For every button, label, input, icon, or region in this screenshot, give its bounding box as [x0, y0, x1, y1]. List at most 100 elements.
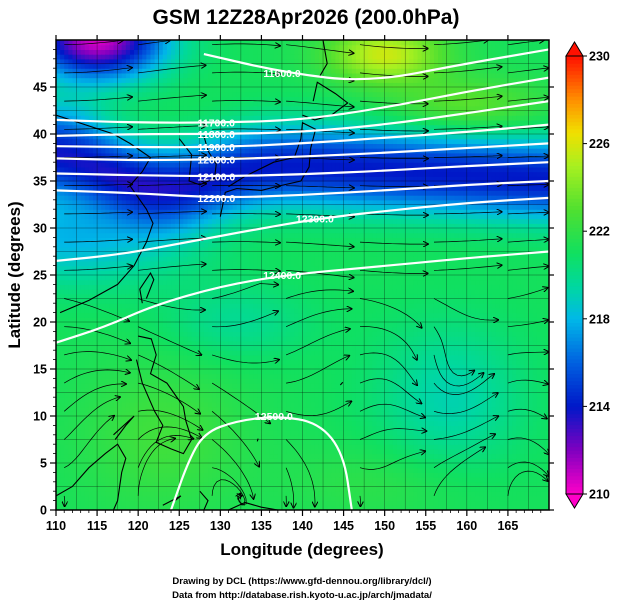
field-cell-3451 [195, 265, 201, 271]
field-cell-3578 [199, 138, 205, 144]
field-cell-1994 [134, 63, 139, 69]
field-cell-3041 [179, 312, 184, 318]
field-cell-337 [68, 331, 74, 337]
field-cell-2265 [146, 199, 152, 206]
field-cell-3792 [208, 72, 213, 79]
field-cell-1512 [117, 448, 123, 455]
field-cell-1278 [105, 138, 111, 144]
field-cell-380 [68, 129, 74, 135]
field-cell-4764 [249, 204, 254, 210]
field-cell-2653 [162, 256, 168, 262]
field-cell-14 [56, 439, 61, 445]
field-cell-4447 [236, 284, 242, 290]
field-cell-703 [84, 491, 90, 497]
field-cell-3616 [203, 430, 209, 436]
field-cell-529 [76, 369, 82, 375]
field-cell-1828 [129, 373, 135, 379]
field-cell-2696 [162, 54, 168, 60]
field-cell-3207 [187, 472, 193, 478]
field-cell-566 [76, 195, 82, 201]
field-cell-2734 [166, 345, 172, 351]
field-cell-2266 [146, 195, 152, 201]
field-cell-1784 [125, 110, 131, 116]
field-cell-4423 [236, 397, 242, 403]
field-cell-2979 [175, 134, 180, 140]
field-cell-1158 [101, 232, 106, 238]
field-cell-4150 [224, 270, 230, 276]
field-cell-2893 [171, 68, 176, 74]
field-cell-1972 [134, 166, 139, 173]
field-cell-1195 [101, 58, 106, 65]
field-cell-3660 [203, 223, 209, 229]
field-cell-1228 [105, 373, 111, 379]
field-cell-1899 [129, 40, 135, 46]
field-cell-4303 [232, 491, 238, 497]
field-cell-665 [80, 199, 86, 206]
field-cell-804 [88, 486, 94, 492]
field-cell-4556 [240, 242, 246, 248]
field-cell-1189 [101, 87, 106, 93]
field-cell-1495 [113, 58, 119, 65]
field-cell-2230 [146, 364, 152, 370]
field-cell-3580 [199, 129, 205, 135]
field-cell-2307 [150, 472, 156, 478]
field-cell-3911 [216, 453, 221, 459]
field-cell-3238 [187, 326, 193, 332]
field-cell-1704 [125, 486, 131, 492]
field-cell-4475 [236, 152, 242, 159]
field-cell-386 [68, 101, 74, 107]
field-cell-3083 [179, 115, 184, 121]
field-cell-1384 [109, 110, 115, 116]
field-cell-4485 [236, 105, 242, 112]
field-cell-4975 [257, 152, 263, 159]
field-cell-3435 [195, 340, 201, 347]
field-cell-4615 [244, 434, 250, 441]
field-cell-2535 [158, 340, 164, 347]
field-cell-1285 [105, 105, 111, 112]
field-cell-3432 [195, 354, 201, 361]
field-cell-4527 [240, 378, 246, 384]
field-cell-3719 [208, 416, 213, 422]
field-cell-3679 [203, 134, 209, 140]
field-cell-750 [84, 270, 90, 276]
field-cell-144 [60, 298, 65, 304]
field-cell-4848 [253, 279, 258, 285]
field-cell-3817 [212, 425, 217, 431]
field-cell-1737 [125, 331, 131, 337]
field-cell-2009 [138, 463, 143, 469]
field-cell-1026 [97, 383, 102, 389]
field-cell-779 [84, 134, 90, 140]
field-cell-4641 [244, 312, 250, 318]
field-cell-2231 [146, 359, 152, 365]
field-cell-4078 [220, 138, 226, 144]
field-cell-2939 [175, 322, 180, 328]
field-cell-686 [80, 101, 86, 107]
field-cell-2830 [171, 364, 176, 370]
field-cell-2937 [175, 331, 180, 337]
field-cell-2209 [146, 463, 152, 469]
field-cell-4679 [244, 134, 250, 140]
field-cell-2127 [142, 378, 147, 384]
field-cell-1818 [129, 420, 135, 426]
field-cell-722 [84, 401, 90, 408]
field-cell-1010 [97, 458, 102, 464]
field-cell-4783 [249, 115, 254, 121]
field-cell-1313 [109, 444, 115, 450]
field-cell-3853 [212, 256, 217, 262]
field-cell-761 [84, 218, 90, 224]
field-cell-3765 [208, 199, 213, 206]
field-cell-1123 [101, 397, 106, 403]
field-cell-3742 [208, 307, 213, 314]
field-cell-4517 [240, 425, 246, 431]
field-cell-600 [80, 505, 86, 510]
field-cell-229 [64, 369, 69, 375]
field-cell-2200 [146, 505, 152, 510]
field-cell-2745 [166, 293, 172, 300]
field-cell-2866 [171, 195, 176, 201]
field-cell-2923 [175, 397, 180, 403]
field-cell-417 [72, 425, 78, 431]
field-cell-2198 [142, 44, 147, 50]
field-cell-4 [56, 486, 61, 492]
field-cell-58 [56, 232, 61, 238]
field-cell-447 [72, 284, 78, 290]
